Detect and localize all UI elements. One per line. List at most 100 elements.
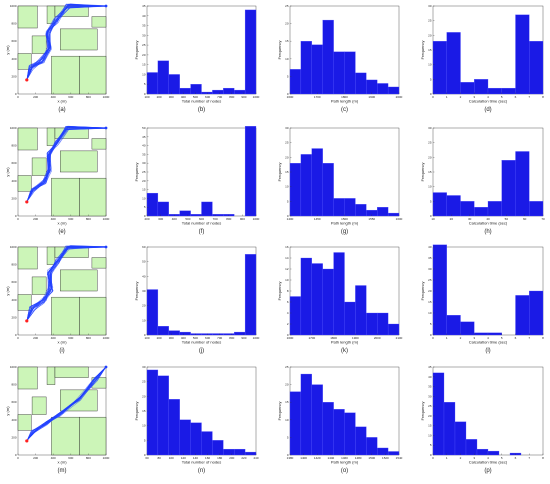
x-tick-label-4-2: 400 bbox=[51, 217, 56, 221]
obstacle-8-7 bbox=[79, 296, 107, 336]
obstacle-4-2 bbox=[46, 127, 56, 146]
bar-10-5 bbox=[344, 301, 356, 336]
bar-3-2 bbox=[460, 82, 475, 95]
x-tick-label-9-2: 300 bbox=[169, 336, 174, 340]
path-line-12-23 bbox=[26, 366, 107, 442]
panel-caption-3: (d) bbox=[484, 107, 491, 113]
x-tick-label-6-3: 1550 bbox=[368, 217, 375, 221]
y-tick-label-8-4: 800 bbox=[11, 263, 16, 267]
x-tick-label-3-8: 8 bbox=[542, 95, 544, 99]
y-tick-label-10-6: 12 bbox=[285, 267, 289, 271]
x-tick-label-1-6: 700 bbox=[217, 95, 222, 99]
x-tick-label-13-0: 60 bbox=[145, 456, 149, 460]
y-tick-label-6-5: 25 bbox=[285, 141, 289, 145]
x-tick-label-0-4: 800 bbox=[86, 95, 91, 99]
x-tick-label-6-1: 1450 bbox=[314, 217, 321, 221]
path-line-8-24 bbox=[26, 245, 107, 322]
panel-caption-1: (b) bbox=[198, 107, 205, 113]
obstacle-4-4 bbox=[17, 175, 32, 192]
bar-10-6 bbox=[355, 285, 367, 336]
bar-2-2 bbox=[311, 44, 323, 95]
x-tick-label-4-5: 1000 bbox=[103, 217, 110, 221]
start-marker-4 bbox=[25, 200, 29, 204]
bar-10-8 bbox=[377, 312, 389, 336]
y-tick-label-7-0: 0 bbox=[430, 214, 432, 218]
bar-7-3 bbox=[474, 207, 489, 217]
y-tick-label-12-2: 400 bbox=[11, 418, 16, 422]
goal-marker-4 bbox=[104, 126, 108, 130]
y-tick-label-1-7: 35 bbox=[142, 24, 146, 28]
x-tick-label-15-3: 3 bbox=[473, 456, 475, 460]
bar-11-3 bbox=[474, 332, 489, 336]
x-axis-label-13: Total number of nodes bbox=[182, 460, 222, 465]
y-tick-label-15-9: 45 bbox=[428, 365, 432, 369]
bar-14-0 bbox=[289, 391, 302, 456]
bar-1-0 bbox=[146, 72, 159, 95]
bar-5-3 bbox=[179, 210, 191, 217]
bar-6-4 bbox=[333, 198, 345, 217]
x-tick-label-3-1: 1 bbox=[446, 95, 448, 99]
bar-3-3 bbox=[474, 79, 489, 95]
x-tick-label-0-1: 200 bbox=[33, 95, 38, 99]
y-tick-label-9-5: 50 bbox=[142, 260, 146, 264]
path-line-8-23 bbox=[26, 246, 107, 322]
x-tick-label-7-6: 70 bbox=[541, 217, 545, 221]
x-tick-label-14-7: 1520 bbox=[382, 456, 389, 460]
y-tick-label-9-6: 60 bbox=[142, 245, 146, 249]
bar-15-2 bbox=[454, 421, 467, 456]
bar-10-3 bbox=[322, 268, 334, 336]
x-axis-label-1: Total number of nodes bbox=[182, 99, 222, 104]
y-tick-label-13-3: 15 bbox=[142, 409, 146, 413]
x-tick-label-13-4: 140 bbox=[193, 456, 198, 460]
y-tick-label-2-4: 20 bbox=[285, 22, 289, 26]
bar-1-6 bbox=[212, 89, 224, 95]
y-tick-label-15-8: 40 bbox=[428, 375, 432, 379]
x-tick-label-2-2: 1800 bbox=[341, 95, 348, 99]
obstacle-12-3 bbox=[54, 366, 89, 378]
x-tick-label-8-5: 1000 bbox=[103, 336, 110, 340]
path-line-12-25 bbox=[26, 367, 107, 442]
x-tick-label-11-4: 4 bbox=[487, 336, 489, 340]
start-marker-0 bbox=[25, 78, 29, 82]
y-tick-label-2-5: 25 bbox=[285, 4, 289, 8]
x-tick-label-2-0: 1600 bbox=[287, 95, 294, 99]
x-tick-label-3-0: 0 bbox=[432, 95, 434, 99]
x-tick-label-7-5: 60 bbox=[523, 217, 527, 221]
bar-6-1 bbox=[300, 154, 312, 217]
bar-2-1 bbox=[300, 41, 312, 95]
bar-6-0 bbox=[289, 163, 302, 217]
x-tick-label-1-9: 1000 bbox=[253, 95, 260, 99]
y-tick-label-4-0: 0 bbox=[15, 214, 17, 218]
x-tick-label-3-6: 6 bbox=[515, 95, 517, 99]
y-tick-label-13-6: 30 bbox=[142, 365, 146, 369]
x-tick-label-13-5: 160 bbox=[205, 456, 210, 460]
x-axis-label-4: x (m) bbox=[57, 221, 67, 226]
y-tick-label-2-3: 15 bbox=[285, 39, 289, 43]
bar-11-0 bbox=[432, 244, 447, 336]
obstacle-0-4 bbox=[17, 53, 32, 70]
obstacle-8-4 bbox=[17, 294, 32, 311]
obstacle-0-1 bbox=[31, 35, 47, 54]
x-tick-label-14-0: 1380 bbox=[287, 456, 294, 460]
y-tick-label-13-2: 10 bbox=[142, 424, 146, 428]
y-tick-label-6-0: 0 bbox=[287, 214, 289, 218]
y-tick-label-3-4: 20 bbox=[428, 33, 432, 37]
bar-6-5 bbox=[344, 198, 356, 217]
y-tick-label-12-5: 1000 bbox=[10, 365, 17, 369]
y-tick-label-5-3: 15 bbox=[142, 188, 146, 192]
x-tick-label-2-3: 1900 bbox=[368, 95, 375, 99]
x-tick-label-4-1: 200 bbox=[33, 217, 38, 221]
obstacle-12-4 bbox=[17, 414, 32, 431]
y-tick-label-10-7: 14 bbox=[285, 256, 289, 260]
bar-3-5 bbox=[501, 87, 516, 95]
x-tick-label-4-3: 600 bbox=[68, 217, 73, 221]
x-tick-label-5-5: 700 bbox=[213, 217, 218, 221]
x-tick-label-3-3: 3 bbox=[473, 95, 475, 99]
y-tick-label-13-4: 20 bbox=[142, 394, 146, 398]
bar-9-2 bbox=[168, 330, 180, 336]
bar-7-4 bbox=[487, 201, 502, 217]
bar-9-5 bbox=[201, 333, 213, 336]
x-tick-label-11-6: 6 bbox=[515, 336, 517, 340]
y-axis-label-5: Frequency bbox=[134, 163, 139, 182]
y-tick-label-7-2: 10 bbox=[428, 185, 432, 189]
